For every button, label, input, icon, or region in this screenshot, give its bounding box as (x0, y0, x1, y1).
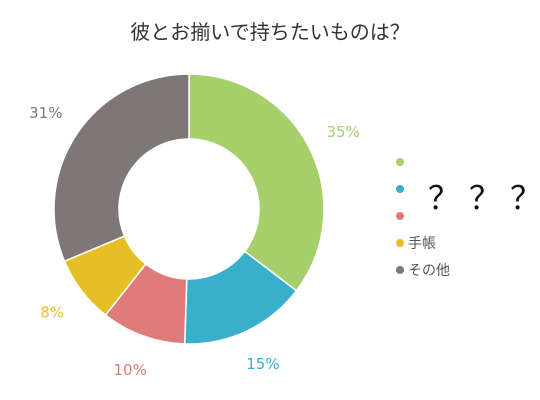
legend-item-3: 手帳 (396, 229, 450, 256)
legend-swatch-4 (396, 265, 404, 274)
legend-label-4: その他 (408, 262, 450, 279)
slice-percent-label-4: 31% (29, 104, 62, 122)
slice-percent-label-1: 15% (246, 355, 279, 373)
legend-swatch-3 (396, 238, 404, 247)
legend-swatch-1 (396, 184, 404, 193)
legend-item-2 (396, 202, 450, 229)
legend-item-4: その他 (396, 256, 450, 283)
slice-percent-label-3: 8% (40, 304, 64, 322)
question-marks: ？？？ (428, 179, 540, 217)
donut-slice-4 (53, 73, 190, 263)
legend-swatch-0 (396, 157, 404, 166)
legend-swatch-2 (396, 211, 404, 220)
legend-label-3: 手帳 (408, 235, 436, 252)
donut-slice-0 (188, 73, 325, 292)
slice-percent-label-2: 10% (114, 361, 147, 379)
legend-item-0 (396, 148, 450, 175)
slice-percent-label-0: 35% (326, 123, 359, 141)
chart-title: 彼とお揃いで持ちたいものは？ (130, 20, 410, 44)
legend-item-1 (396, 175, 450, 202)
chart-legend: 手帳 その他 (396, 148, 450, 283)
